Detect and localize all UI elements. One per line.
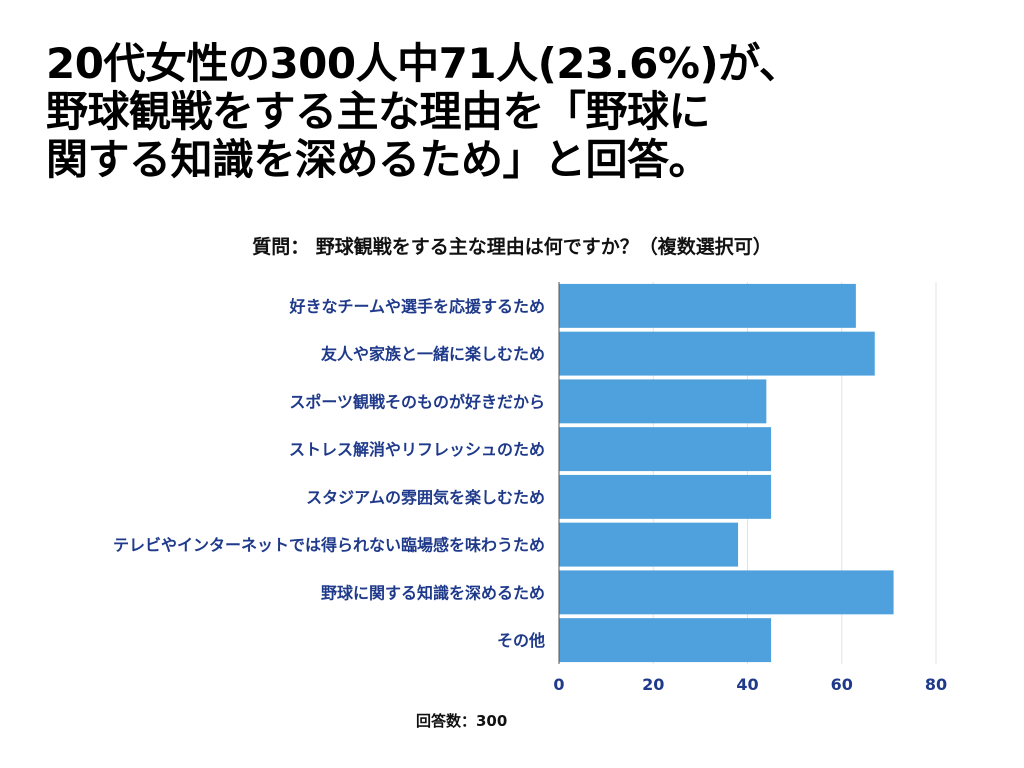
headline-line-3: 関する知識を深めるため」と回答。 — [46, 135, 711, 184]
category-label-4: スタジアムの雰囲気を楽しむため — [306, 488, 545, 507]
chart-title: 質問： 野球観戦をする主な理由は何ですか？（複数選択可） — [252, 236, 772, 258]
response-count: 回答数：300 — [416, 712, 508, 730]
category-label-1: 友人や家族と一緒に楽しむため — [321, 345, 545, 364]
bar-7 — [559, 618, 772, 663]
x-tick-label-2: 40 — [736, 675, 758, 694]
bar-2 — [559, 379, 767, 424]
x-tick-label-0: 0 — [553, 675, 564, 694]
headline-line-2: 野球観戦をする主な理由を「野球に — [46, 87, 711, 136]
category-label-7: その他 — [497, 631, 545, 650]
headline-line-1: 20代女性の300人中71人(23.6%)が、 — [46, 39, 801, 88]
category-label-0: 好きなチームや選手を応援するため — [288, 297, 545, 316]
bar-5 — [559, 522, 739, 567]
x-tick-label-4: 80 — [925, 675, 947, 694]
bar-0 — [559, 283, 856, 328]
bar-3 — [559, 427, 772, 472]
headline: 20代女性の300人中71人(23.6%)が、 野球観戦をする主な理由を「野球に… — [46, 40, 996, 184]
x-tick-label-1: 20 — [642, 675, 664, 694]
bar-6 — [559, 570, 894, 615]
bar-1 — [559, 331, 875, 376]
bar-4 — [559, 474, 772, 519]
category-label-2: スポーツ観戦そのものが好きだから — [289, 392, 545, 411]
x-tick-label-3: 60 — [831, 675, 853, 694]
category-label-5: テレビやインターネットでは得られない臨場感を味わうため — [113, 536, 545, 555]
category-label-3: ストレス解消やリフレッシュのため — [289, 440, 545, 459]
category-label-6: 野球に関する知識を深めるため — [321, 583, 545, 602]
